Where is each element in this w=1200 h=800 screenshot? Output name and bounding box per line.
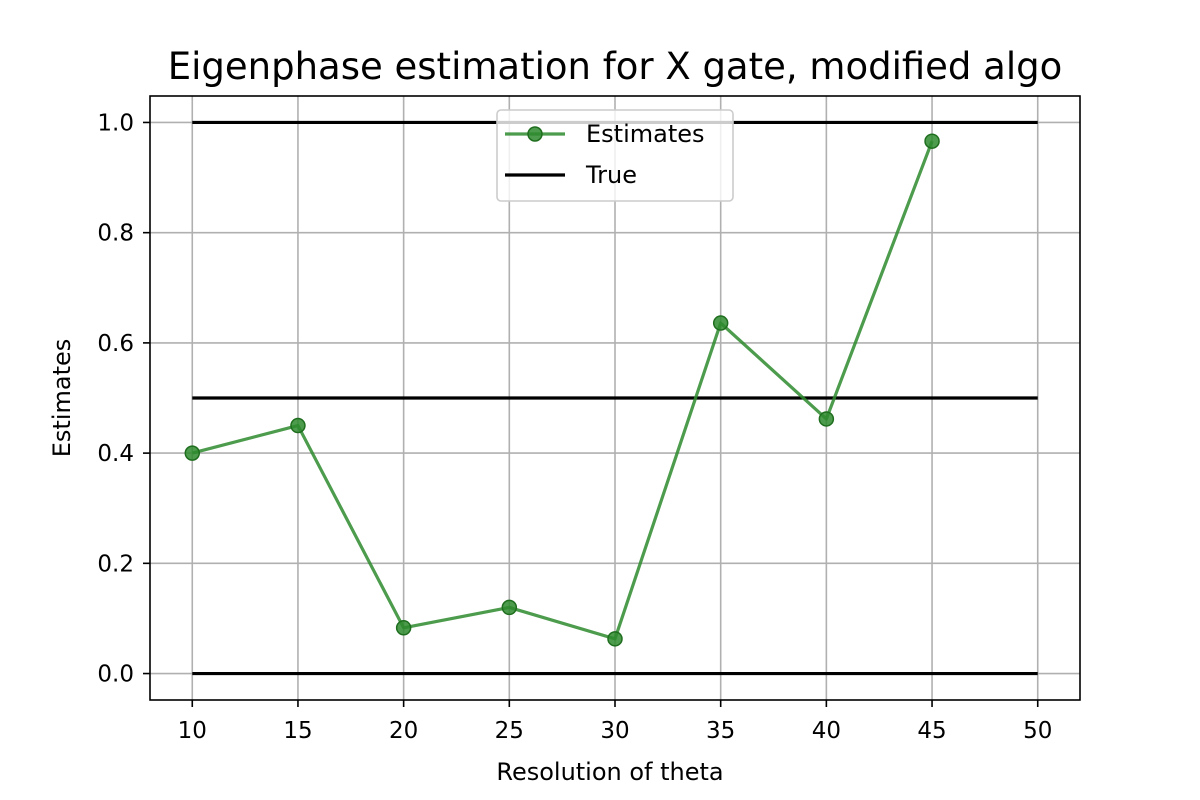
plot-data [184, 120, 1038, 676]
legend-estimates-swatch-marker [527, 126, 543, 142]
estimate-point [924, 133, 940, 149]
x-tick-label: 25 [495, 718, 524, 744]
x-tick-label: 15 [283, 718, 312, 744]
x-tick-label: 35 [706, 718, 735, 744]
estimates-line [191, 140, 934, 641]
y-tick-label: 0.0 [97, 662, 134, 688]
chart-title: Eigenphase estimation for X gate, modifi… [168, 45, 1063, 88]
legend-estimates-label: Estimates [586, 120, 705, 148]
x-tick-label: 10 [178, 718, 207, 744]
estimate-point [501, 599, 518, 616]
estimate-point [818, 411, 835, 427]
x-tick-label: 50 [1023, 718, 1052, 744]
y-axis-label: Estimates [48, 339, 76, 458]
estimate-point [607, 631, 623, 647]
estimate-point [712, 315, 729, 331]
y-tick-label: 0.8 [97, 221, 134, 247]
legend: Estimates True [496, 109, 734, 202]
x-tick-label: 30 [600, 718, 629, 744]
x-tick-label: 20 [389, 718, 418, 744]
x-tick-label: 40 [812, 718, 841, 744]
y-tick-label: 0.4 [97, 441, 134, 467]
x-tick-label: 45 [917, 718, 946, 744]
y-tick-label: 0.2 [97, 551, 134, 577]
y-tick-label: 1.0 [97, 110, 134, 136]
axis-ticks: 10 15 20 25 30 35 40 45 50 0.0 0.2 0.4 0.6 0.8 1.0 [97, 110, 1052, 744]
x-axis-label: Resolution of theta [496, 758, 723, 786]
estimate-point [290, 417, 306, 434]
estimate-point [184, 445, 201, 461]
estimate-point [395, 620, 412, 636]
y-tick-label: 0.6 [97, 331, 134, 357]
legend-true-label: True [585, 161, 637, 189]
